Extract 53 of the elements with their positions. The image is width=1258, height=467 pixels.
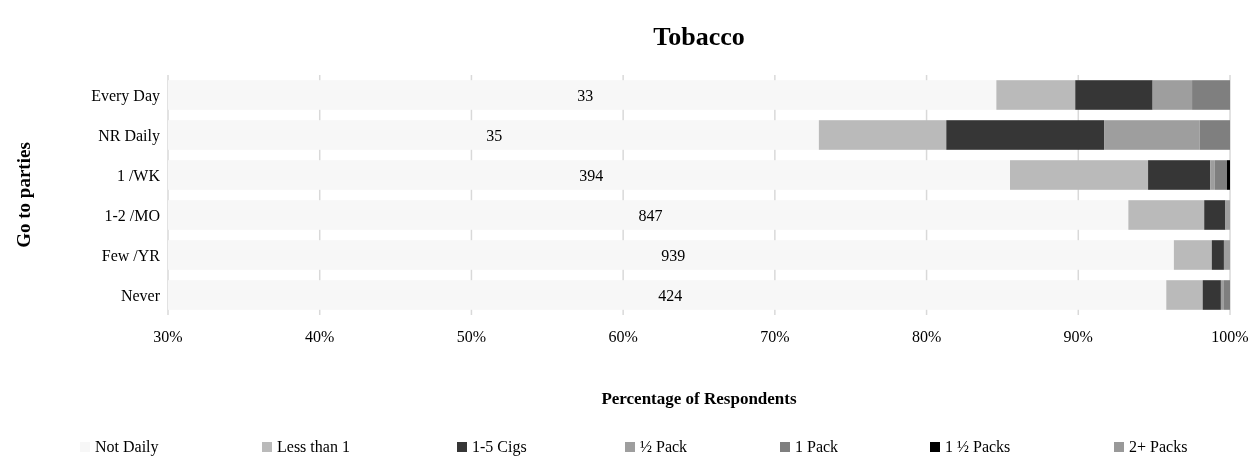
x-tick-label: 40% xyxy=(305,328,335,345)
x-tick-label: 30% xyxy=(153,328,183,345)
bar xyxy=(1128,200,1205,230)
bar xyxy=(1214,160,1227,190)
bar xyxy=(1226,160,1230,190)
legend-label: ½ Pack xyxy=(640,438,688,455)
annotation: 847 xyxy=(638,206,663,224)
bar xyxy=(1075,80,1153,110)
bar xyxy=(1211,240,1224,270)
annotation: 35 xyxy=(486,126,503,144)
bar xyxy=(1199,120,1230,150)
bar xyxy=(1152,80,1193,110)
y-tick-label: NR Daily xyxy=(98,126,160,145)
annotation: 939 xyxy=(661,246,686,264)
bar xyxy=(1192,80,1230,110)
bar xyxy=(996,80,1076,110)
legend-label: 2+ Packs xyxy=(1129,438,1188,455)
x-tick-label: 50% xyxy=(456,328,487,345)
y-axis-title: Go to parties xyxy=(13,142,34,248)
bar xyxy=(1010,160,1149,190)
bar xyxy=(1173,240,1212,270)
x-tick-label: 100% xyxy=(1211,328,1249,345)
legend-label: 1 Pack xyxy=(795,438,839,455)
bar xyxy=(1223,280,1230,310)
y-tick-label: Few /YR xyxy=(101,246,161,264)
x-tick-label: 60% xyxy=(608,328,638,345)
bar xyxy=(946,120,1105,150)
chart-title: Tobacco xyxy=(653,22,745,51)
x-tick-label: 70% xyxy=(760,328,790,345)
x-tick-label: 90% xyxy=(1063,328,1093,345)
bar xyxy=(1210,160,1215,190)
bar xyxy=(1225,200,1230,230)
bar xyxy=(1166,280,1203,310)
bar xyxy=(1202,280,1221,310)
legend-label: 1 ½ Packs xyxy=(945,438,1011,455)
bar xyxy=(1148,160,1211,190)
bar xyxy=(1220,280,1224,310)
bar xyxy=(818,120,947,150)
annotation: 424 xyxy=(658,286,683,304)
legend-label: Less than 1 xyxy=(277,438,350,455)
bar xyxy=(1104,120,1200,150)
y-tick-label: Every Day xyxy=(91,86,160,105)
x-axis-title: Percentage of Respondents xyxy=(601,389,797,408)
bar xyxy=(1204,200,1226,230)
annotation: 394 xyxy=(579,166,604,184)
y-tick-label: 1-2 /MO xyxy=(104,206,160,224)
legend-label: 1-5 Cigs xyxy=(472,438,527,456)
legend-label: Not Daily xyxy=(95,438,159,456)
y-tick-label: 1 /WK xyxy=(116,166,161,184)
bar xyxy=(1223,240,1230,270)
y-tick-label: Never xyxy=(120,286,161,304)
x-tick-label: 80% xyxy=(911,328,942,345)
annotation: 33 xyxy=(577,86,594,104)
